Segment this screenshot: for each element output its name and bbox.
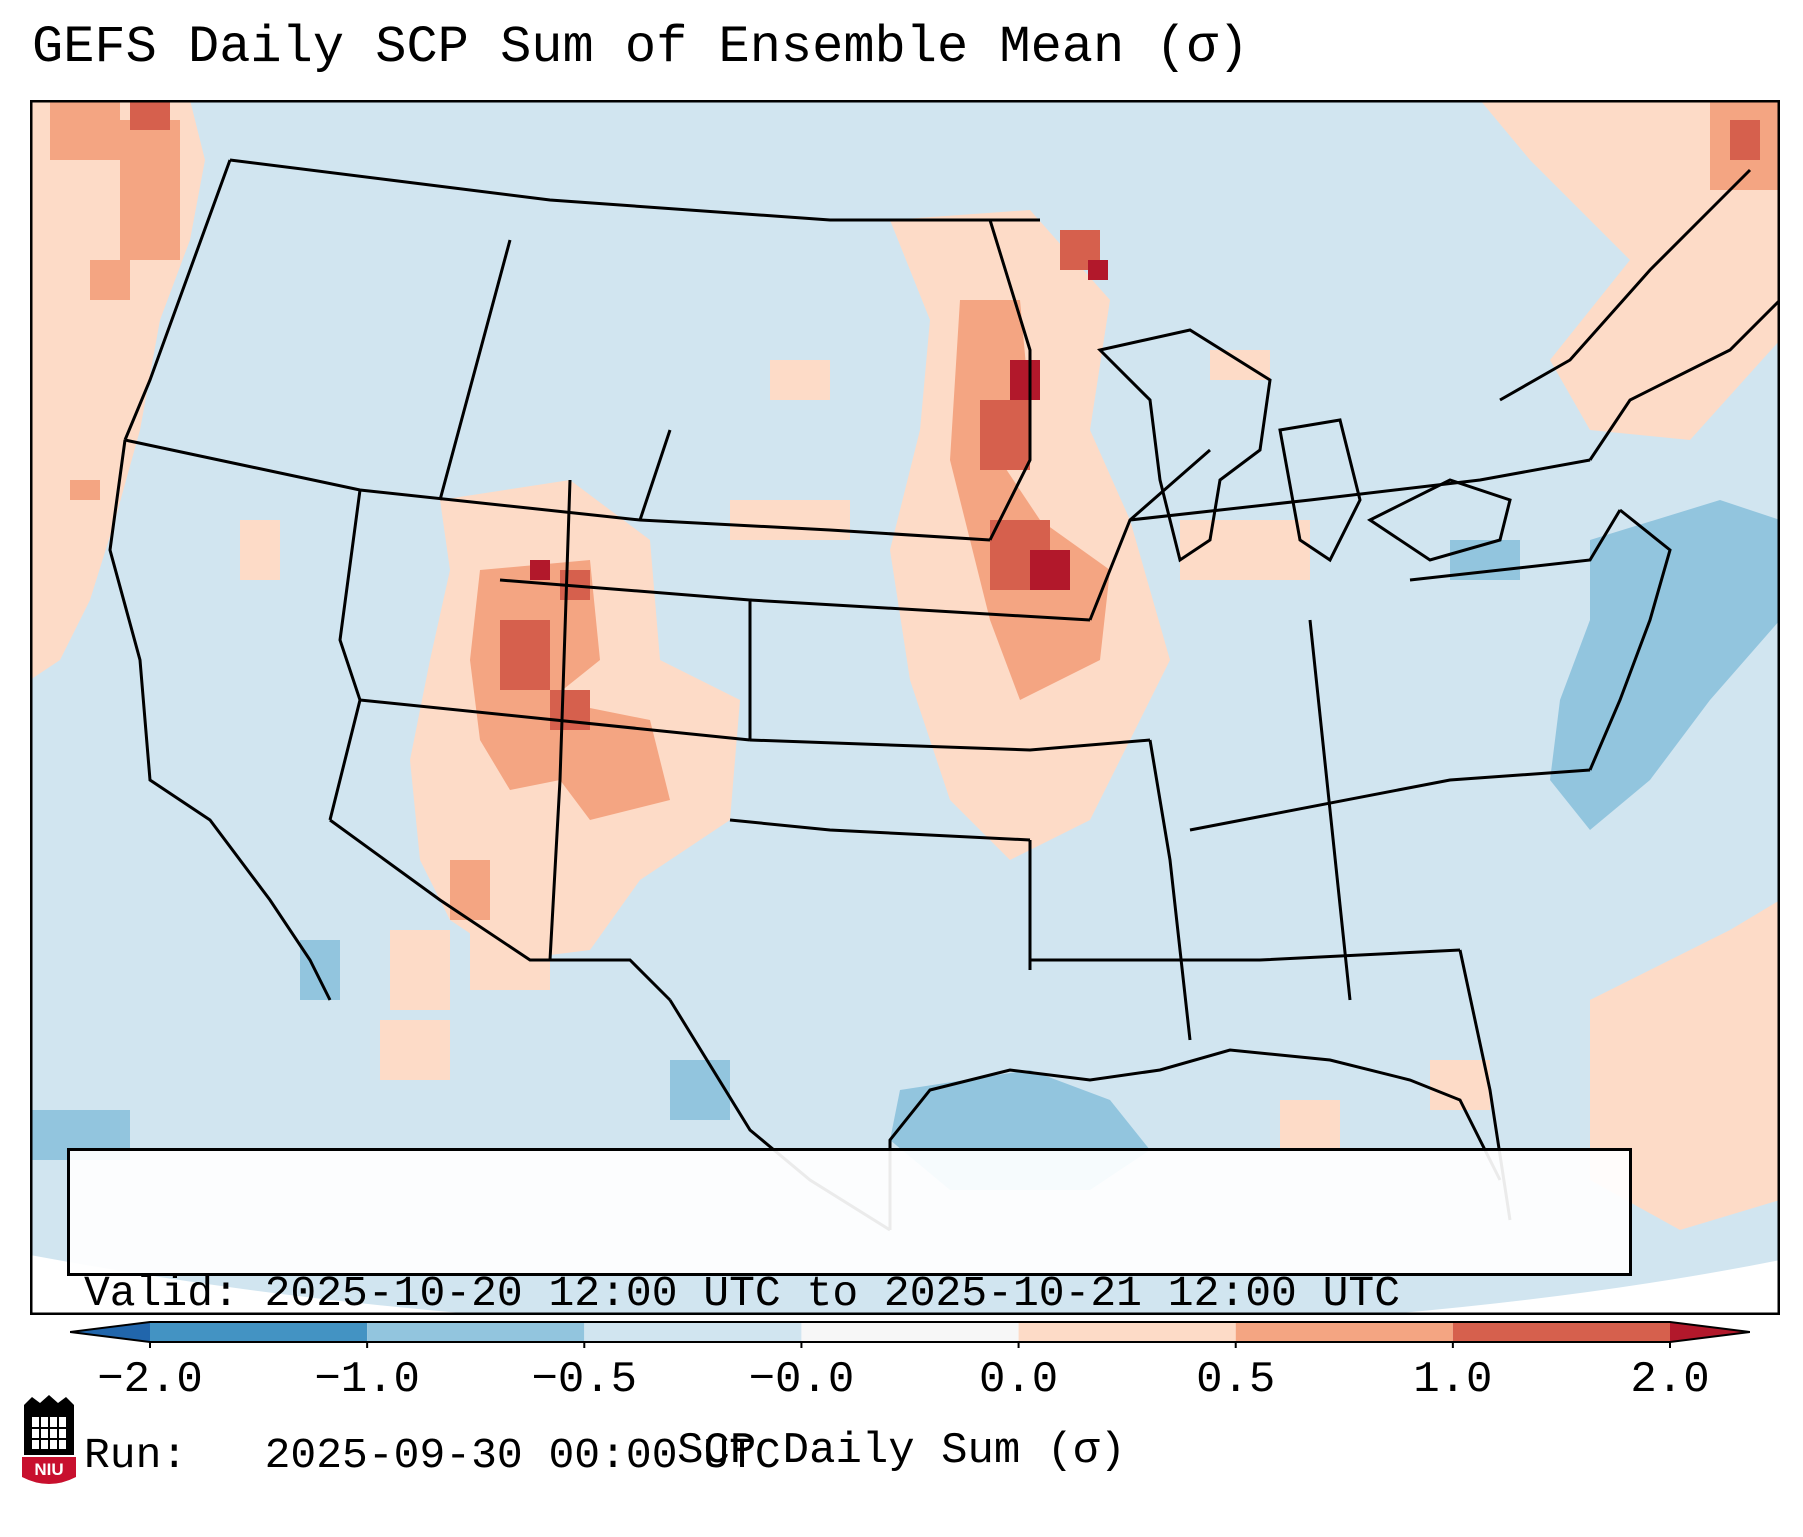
colorbar-extend-high [1670,1322,1750,1342]
niu-logo: NIU [20,1393,78,1489]
anomaly-four-corners-max [530,560,550,580]
colorbar-tick-label: −0.0 [748,1355,855,1405]
colorbar-bin [801,1322,1019,1342]
colorbar [69,1318,1751,1353]
logo-text: NIU [34,1460,63,1479]
colorbar-bin [1235,1322,1453,1342]
anomaly-four-corners-peak [500,570,590,730]
colorbar-tick-label: 0.0 [978,1355,1059,1405]
chart-title: GEFS Daily SCP Sum of Ensemble Mean (σ) [32,18,1249,77]
anomaly-pacific-northwest-core [50,100,180,500]
colorbar-tick-label: −0.5 [531,1355,638,1405]
projection-edge [30,1255,1780,1315]
coastline-great-lakes [1097,168,1752,563]
colorbar-tick-label: −1.0 [314,1355,420,1405]
colorbar-ticks: −2.0 −1.0 −0.5 −0.0 0.0 0.5 1.0 2.0 [0,1355,1803,1415]
valid-run-info-box: Valid: 2025-10-20 12:00 UTC to 2025-10-2… [67,1148,1632,1480]
anomaly-quebec-peak [1730,120,1760,160]
anomaly-quebec [1480,100,1780,440]
anomaly-upper-midwest-max [1010,260,1108,590]
valid-time-text: Valid: 2025-10-20 12:00 UTC to 2025-10-2… [84,1269,1401,1318]
colorbar-bin [367,1322,585,1342]
anomaly-nw-peak [130,100,170,130]
colorbar-extend-low [70,1322,150,1342]
colorbar-bin [150,1322,368,1342]
colorbar-tick-label: −2.0 [97,1355,203,1405]
scp-map [30,100,1780,1315]
colorbar-bin [1452,1322,1670,1342]
anomaly-upper-midwest-peak [980,230,1100,590]
state-borders [108,158,1780,1232]
colorbar-tick-label: 0.5 [1196,1355,1276,1405]
colorbar-label: SCP Daily Sum (σ) [677,1426,1126,1476]
run-time-text: Run: 2025-09-30 00:00 UTC [84,1431,781,1480]
colorbar-bin [1018,1322,1236,1342]
anomaly-baja [380,1020,450,1080]
colorbar-bin [584,1322,802,1342]
colorbar-tick-label: 1.0 [1413,1355,1493,1405]
anomaly-southeast-atlantic [1280,900,1780,1230]
colorbar-tick-label: 2.0 [1630,1355,1710,1405]
coastline-gulf [888,1048,1502,1230]
map-border [30,100,1780,1315]
